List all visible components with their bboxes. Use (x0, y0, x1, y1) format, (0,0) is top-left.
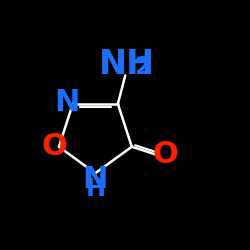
Text: N: N (83, 165, 108, 194)
Text: O: O (153, 140, 179, 169)
Text: O: O (41, 132, 67, 161)
Text: H: H (85, 176, 105, 201)
Text: NH: NH (98, 48, 154, 81)
Text: 2: 2 (134, 55, 150, 79)
Text: N: N (54, 88, 79, 117)
